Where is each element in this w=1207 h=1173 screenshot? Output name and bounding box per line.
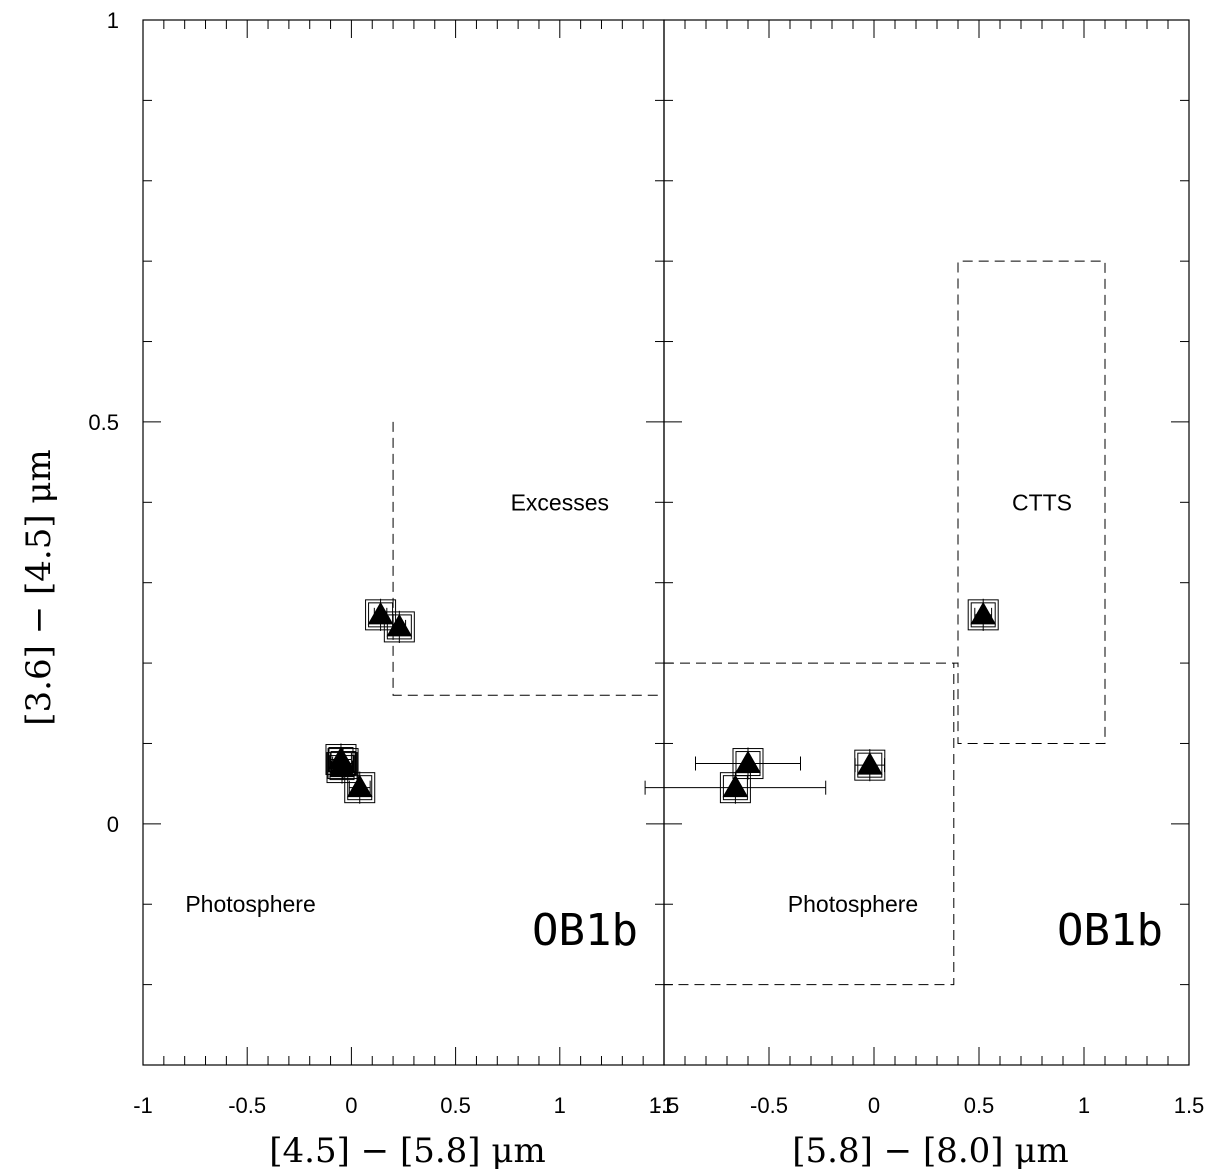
triangle-marker	[970, 601, 997, 625]
x-tick-label: -1	[133, 1093, 153, 1118]
data-point	[383, 610, 415, 643]
triangle-marker	[735, 750, 761, 774]
region-label: Photosphere	[185, 891, 315, 917]
y-axis-title: [3.6] − [4.5] μm	[19, 449, 59, 725]
x-tick-label: -0.5	[750, 1093, 788, 1118]
y-tick-label: 1	[107, 8, 119, 33]
data-point	[326, 751, 358, 784]
region-label: Excesses	[511, 489, 609, 515]
square-marker	[732, 748, 764, 780]
panel-label: OB1b	[532, 905, 638, 956]
region-label: CTTS	[1012, 489, 1072, 515]
region-boundary	[663, 663, 955, 986]
region-boundary	[392, 421, 664, 696]
data-point	[854, 749, 886, 782]
right-panel: -1 -0.5 0 0.5 1 1.5 [5.8] − [8.0] μm CTTS Photos…	[644, 19, 1205, 1171]
square-marker	[326, 752, 358, 784]
x-tick-label: 0.5	[964, 1093, 995, 1118]
x-tick-label: -0.5	[228, 1093, 266, 1118]
square-marker	[327, 748, 359, 780]
x-axis-title: [4.5] − [5.8] μm	[269, 1131, 545, 1171]
x-tick-label: 1.5	[1174, 1093, 1205, 1118]
region-boundary	[664, 260, 1106, 744]
x-tick-label: 1	[554, 1093, 566, 1118]
data-point	[967, 598, 999, 631]
square-marker	[719, 772, 751, 804]
x-axis-title: [5.8] − [8.0] μm	[792, 1131, 1068, 1171]
triangle-marker	[329, 754, 355, 778]
y-tick-label: 0.5	[88, 410, 119, 435]
triangle-marker	[346, 774, 373, 798]
triangle-marker	[386, 613, 413, 637]
square-marker	[967, 599, 999, 631]
region-label: Photosphere	[788, 891, 918, 917]
x-tick-label: 0	[345, 1093, 357, 1118]
x-tick-label: -1	[654, 1093, 674, 1118]
plot-frame	[663, 19, 1190, 1066]
square-marker	[854, 749, 886, 781]
square-marker	[383, 611, 415, 643]
x-tick-label: 0.5	[440, 1093, 471, 1118]
panel-label: OB1b	[1057, 905, 1163, 956]
square-marker	[344, 772, 376, 804]
x-tick-label: 0	[868, 1093, 880, 1118]
y-tick-label: 0	[107, 812, 119, 837]
left-panel: -1 -0.5 0 0.5 1 1.5 0 0.5 1 [4.5] − [5.8] μm [3.6]…	[19, 8, 679, 1171]
triangle-marker	[367, 601, 394, 625]
x-tick-label: 1.5	[649, 1093, 680, 1118]
data-point	[344, 771, 376, 804]
x-tick-label: 1	[1078, 1093, 1090, 1118]
data-point	[695, 747, 801, 780]
triangle-marker	[856, 752, 883, 775]
data-point	[644, 771, 827, 804]
triangle-marker	[722, 774, 749, 798]
